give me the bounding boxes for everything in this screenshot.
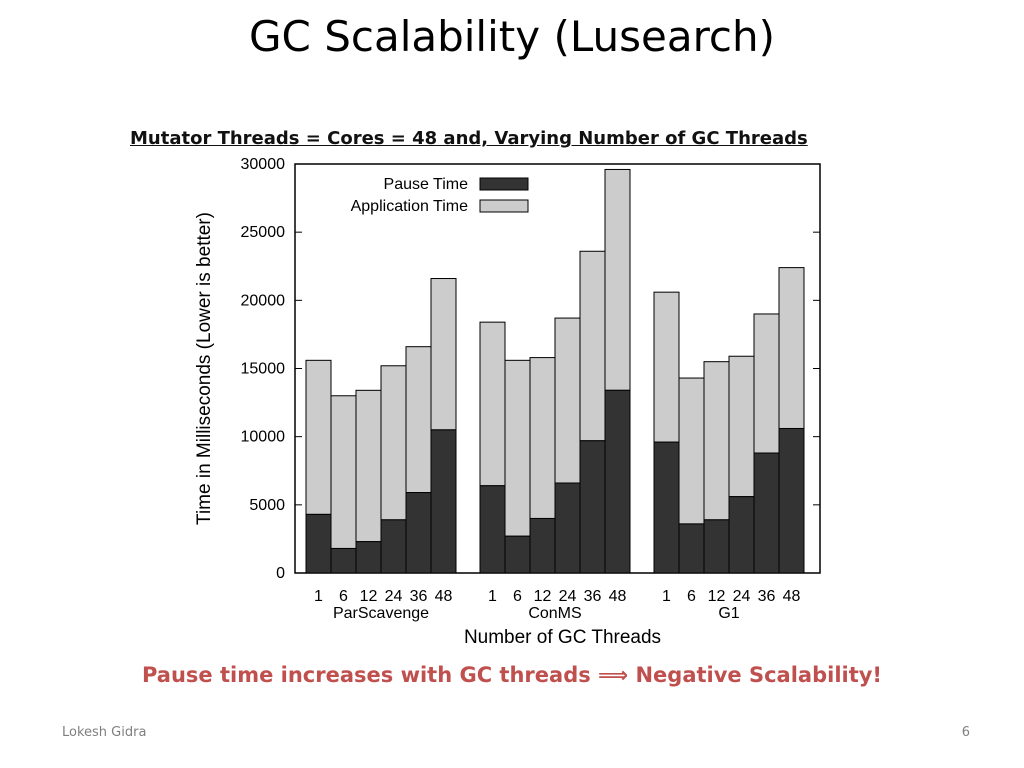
bar-application-time bbox=[504, 359, 531, 537]
x-tick-label: 1 bbox=[488, 588, 497, 605]
x-tick-label: 1 bbox=[662, 588, 671, 605]
x-tick-label: 48 bbox=[783, 588, 801, 605]
bar-application-time bbox=[653, 291, 680, 443]
legend-swatch bbox=[479, 199, 529, 213]
bar-pause-time bbox=[653, 441, 680, 574]
bar-pause-time bbox=[554, 482, 581, 574]
bar-pause-time bbox=[330, 547, 357, 574]
stacked-bar-chart: 0 5000 10000 15000 20000 25000 30000 Time in Mi… bbox=[194, 156, 821, 648]
bar-pause-time bbox=[778, 427, 805, 574]
page-number: 6 bbox=[961, 725, 970, 740]
x-tick-label: 48 bbox=[435, 588, 453, 605]
y-tick-label: 10000 bbox=[241, 429, 286, 446]
footer-author: Lokesh Gidra bbox=[62, 725, 147, 740]
bar-application-time bbox=[305, 359, 332, 515]
bar-application-time bbox=[529, 357, 556, 519]
x-tick-label: 6 bbox=[339, 588, 348, 605]
bar-pause-time bbox=[405, 492, 432, 574]
bar-pause-time bbox=[529, 517, 556, 574]
bar-pause-time bbox=[753, 452, 780, 574]
bar-pause-time bbox=[604, 389, 631, 574]
x-tick-label: 6 bbox=[513, 588, 522, 605]
slide-title: GC Scalability (Lusearch) bbox=[248, 12, 776, 61]
bar-application-time bbox=[728, 355, 755, 498]
group-label: ParScavenge bbox=[333, 605, 429, 622]
group-label: G1 bbox=[718, 605, 739, 622]
conclusion-right: Negative Scalability! bbox=[635, 663, 883, 687]
y-tick-label: 30000 bbox=[241, 156, 286, 173]
x-tick-label: 36 bbox=[584, 588, 602, 605]
x-tick-label: 24 bbox=[559, 588, 577, 605]
bar-pause-time bbox=[430, 429, 457, 574]
x-tick-label: 12 bbox=[708, 588, 726, 605]
y-tick-label: 25000 bbox=[241, 224, 286, 241]
x-tick-label: 36 bbox=[758, 588, 776, 605]
legend-label: Application Time bbox=[351, 198, 468, 215]
x-tick-label: 24 bbox=[385, 588, 403, 605]
chart-subtitle: Mutator Threads = Cores = 48 and, Varyin… bbox=[130, 128, 808, 149]
bar-pause-time bbox=[678, 523, 705, 574]
y-tick-label: 20000 bbox=[241, 292, 286, 309]
bar-pause-time bbox=[703, 519, 730, 574]
x-tick-label: 1 bbox=[314, 588, 323, 605]
y-tick-label: 5000 bbox=[249, 497, 285, 514]
x-tick-label: 48 bbox=[609, 588, 627, 605]
group-label: ConMS bbox=[528, 605, 581, 622]
legend-swatch bbox=[479, 177, 529, 191]
bar-pause-time bbox=[504, 535, 531, 574]
y-tick-label: 15000 bbox=[241, 361, 286, 378]
x-tick-label: 12 bbox=[534, 588, 552, 605]
x-tick-label: 24 bbox=[733, 588, 751, 605]
implies-arrow-icon: ⟹ bbox=[598, 663, 629, 687]
bar-pause-time bbox=[579, 440, 606, 574]
bar-application-time bbox=[380, 365, 407, 521]
bar-pause-time bbox=[305, 513, 332, 574]
y-tick-label: 0 bbox=[276, 565, 285, 582]
bar-application-time bbox=[678, 377, 705, 525]
bar-application-time bbox=[554, 317, 581, 484]
x-axis-label: Number of GC Threads bbox=[464, 627, 661, 648]
bar-pause-time bbox=[479, 485, 506, 574]
legend-label: Pause Time bbox=[384, 176, 469, 193]
bar-pause-time bbox=[355, 541, 382, 574]
bar-application-time bbox=[405, 346, 432, 494]
bar-application-time bbox=[778, 267, 805, 429]
bar-application-time bbox=[430, 278, 457, 431]
conclusion-text: Pause time increases with GC threads ⟹ N… bbox=[0, 662, 1024, 687]
bar-application-time bbox=[579, 250, 606, 442]
bar-pause-time bbox=[380, 519, 407, 574]
bar-application-time bbox=[330, 395, 357, 549]
x-tick-label: 6 bbox=[687, 588, 696, 605]
conclusion-left: Pause time increases with GC threads bbox=[141, 663, 591, 687]
bar-application-time bbox=[355, 389, 382, 543]
y-axis-label: Time in Milliseconds (Lower is better) bbox=[194, 212, 215, 525]
x-tick-label: 12 bbox=[360, 588, 378, 605]
bar-application-time bbox=[604, 168, 631, 391]
bar-application-time bbox=[479, 321, 506, 487]
x-tick-label: 36 bbox=[410, 588, 428, 605]
bar-pause-time bbox=[728, 496, 755, 574]
bar-application-time bbox=[703, 361, 730, 521]
bar-application-time bbox=[753, 313, 780, 454]
